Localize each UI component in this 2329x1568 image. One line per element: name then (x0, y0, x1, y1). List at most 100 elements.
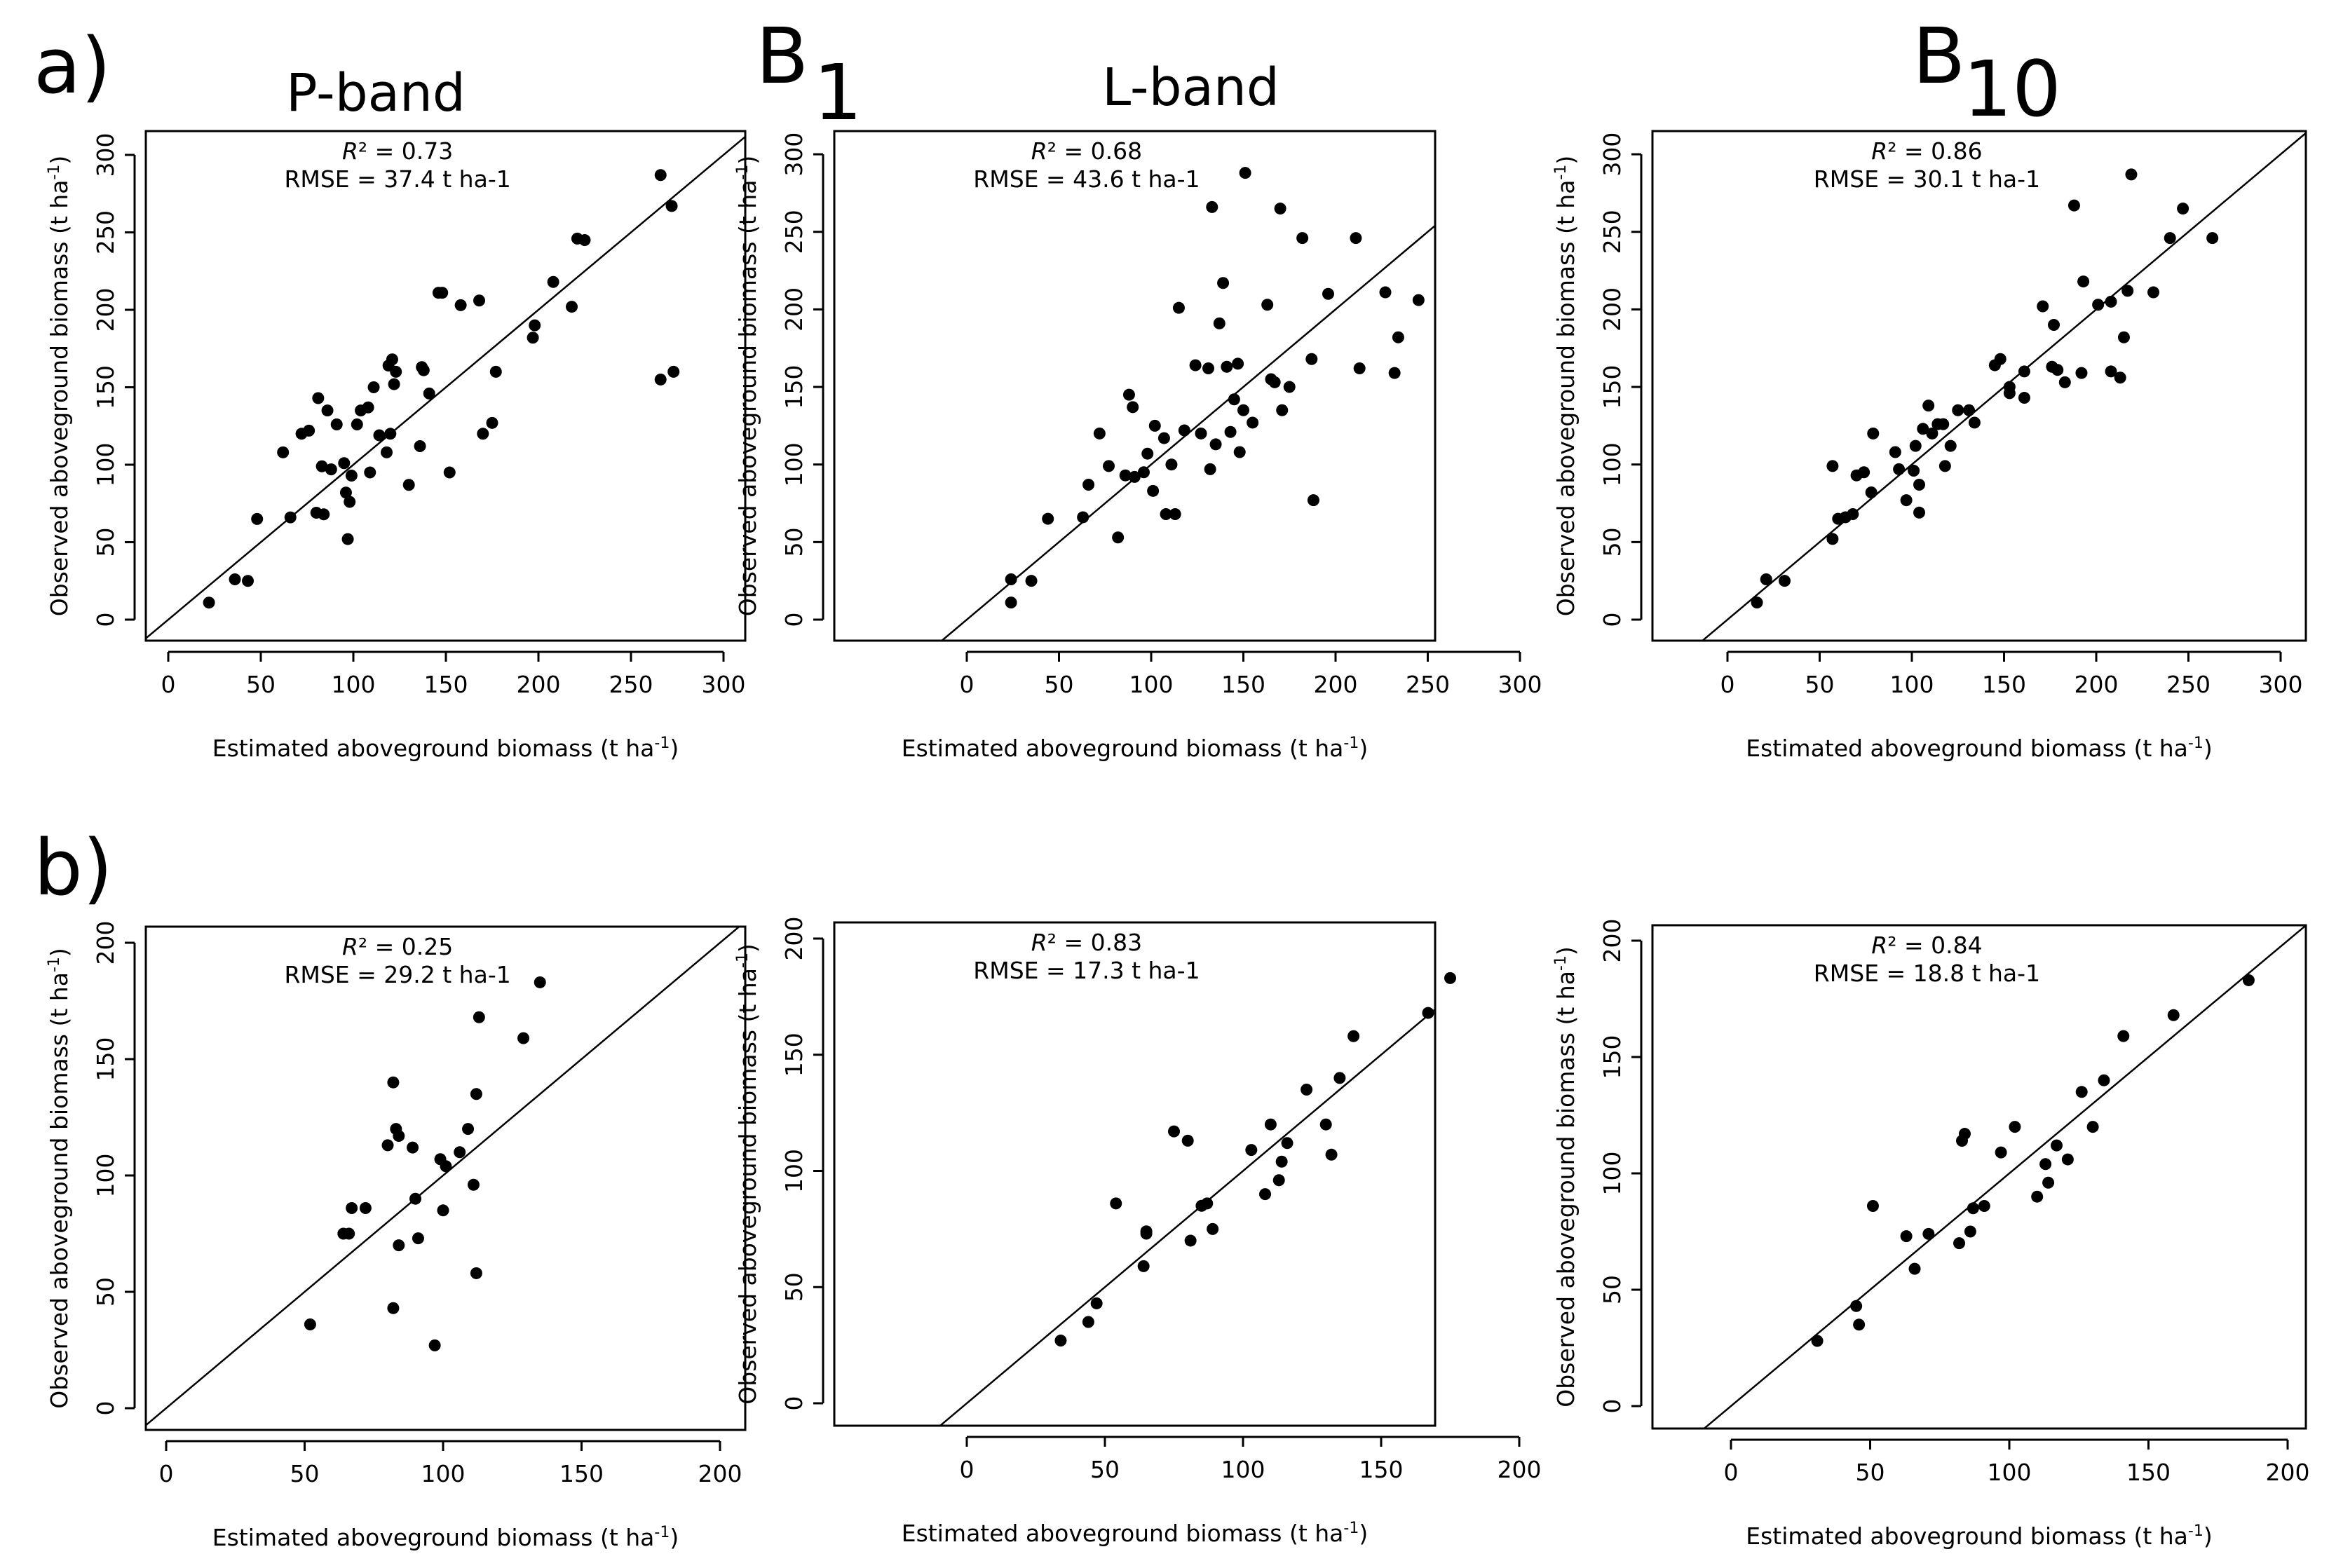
x-axis-title: Estimated aboveground biomass (t ha-1) (212, 735, 679, 763)
data-point (2075, 1086, 2088, 1098)
data-point (462, 1123, 475, 1136)
data-point (388, 378, 400, 390)
y-tick-label: 200 (1598, 287, 1626, 332)
data-point (338, 457, 351, 470)
data-point (304, 1318, 316, 1330)
x-tick-label: 0 (960, 671, 975, 698)
data-point (1347, 1030, 1360, 1042)
data-point (386, 353, 398, 366)
x-tick-label: 50 (1045, 671, 1074, 698)
data-point (1867, 427, 1880, 439)
data-point (2061, 1153, 2074, 1166)
x-tick-label: 150 (2126, 1459, 2171, 1486)
data-point (1305, 353, 1318, 365)
y-tick-label: 50 (1598, 527, 1626, 557)
y-axis-title: Observed aboveground biomass (t ha-1) (734, 943, 762, 1405)
data-point (1893, 463, 1906, 475)
y-tick-label: 50 (92, 1277, 119, 1307)
x-tick-label: 100 (421, 1460, 466, 1487)
data-point (1157, 432, 1170, 444)
data-point (1093, 427, 1106, 439)
plot-frame (144, 925, 747, 1431)
data-point (1137, 466, 1150, 479)
rmse-label: RMSE = 37.4 t ha-1 (284, 165, 510, 193)
column-title-lband: L-band (1102, 57, 1279, 118)
x-tick-label: 0 (1720, 671, 1735, 698)
data-point (1963, 404, 1976, 416)
x-tick-label: 50 (1805, 671, 1835, 698)
data-point (1204, 463, 1216, 475)
data-point (2242, 974, 2255, 986)
data-point (1207, 1222, 1219, 1235)
data-point (1908, 1262, 1921, 1275)
data-point (1994, 353, 2007, 365)
data-point (1169, 508, 1181, 521)
data-point (473, 1011, 485, 1023)
data-point (393, 1239, 405, 1252)
data-point (1232, 357, 1244, 370)
plot-frame (144, 130, 747, 642)
data-point (367, 381, 380, 393)
data-point (437, 1204, 449, 1217)
x-tick-label: 200 (1314, 671, 1358, 698)
data-point (2167, 1009, 2180, 1021)
data-point (1751, 596, 1763, 609)
row-label-a: a) (34, 21, 111, 111)
y-tick-label: 50 (780, 527, 808, 557)
data-point (470, 1088, 482, 1100)
data-point (1224, 425, 1237, 438)
one-to-one-line (1702, 925, 2306, 1429)
data-point (2048, 319, 2060, 332)
data-point (1168, 1125, 1180, 1138)
y-tick-label: 0 (1598, 613, 1626, 627)
data-point (1412, 294, 1425, 306)
x-tick-label: 100 (1890, 671, 1934, 698)
plot-frame (833, 130, 1437, 642)
data-point (1082, 478, 1095, 491)
y-axis-title: Observed aboveground biomass (t ha-1) (734, 156, 762, 617)
x-tick-label: 250 (2166, 671, 2211, 698)
data-point (2077, 275, 2090, 288)
b10-label-base: B (1913, 11, 1965, 101)
y-axis-title: Observed aboveground biomass (t ha-1) (46, 948, 74, 1409)
data-point (1307, 494, 1319, 507)
data-point (1967, 1202, 1979, 1215)
data-point (1202, 362, 1215, 374)
y-axis-title: Observed aboveground biomass (t ha-1) (1552, 946, 1580, 1407)
data-point (1261, 299, 1274, 311)
data-point (1350, 232, 1362, 245)
x-tick-label: 200 (517, 671, 561, 698)
data-point (1247, 416, 1259, 429)
x-tick-label: 50 (290, 1460, 320, 1487)
plot-frame (1651, 924, 2307, 1430)
data-point (1005, 596, 1017, 609)
data-point (1978, 1199, 1990, 1212)
data-point (321, 404, 334, 417)
data-point (1968, 416, 1981, 429)
data-point (1103, 460, 1115, 472)
data-point (2114, 371, 2126, 384)
data-point (1392, 331, 1404, 343)
data-point (390, 365, 402, 378)
data-point (2105, 365, 2117, 378)
data-point (527, 332, 539, 344)
data-point (1811, 1335, 1824, 1347)
data-point (423, 387, 435, 400)
data-point (407, 1141, 419, 1154)
data-point (1760, 573, 1772, 585)
data-point (1090, 1297, 1103, 1309)
data-point (1926, 427, 1938, 439)
b1-label-sub: 1 (813, 48, 862, 137)
y-tick-label: 150 (92, 1037, 119, 1082)
x-tick-label: 200 (2075, 671, 2119, 698)
one-to-one-line (939, 1008, 1435, 1426)
data-point (1077, 511, 1089, 524)
data-point (412, 1232, 424, 1245)
data-point (1922, 1227, 1935, 1240)
r-squared-label: R² = 0.84 (1871, 932, 1982, 959)
data-point (470, 1267, 482, 1279)
data-point (2058, 376, 2071, 388)
y-tick-label: 150 (92, 365, 119, 409)
data-point (1858, 466, 1870, 479)
